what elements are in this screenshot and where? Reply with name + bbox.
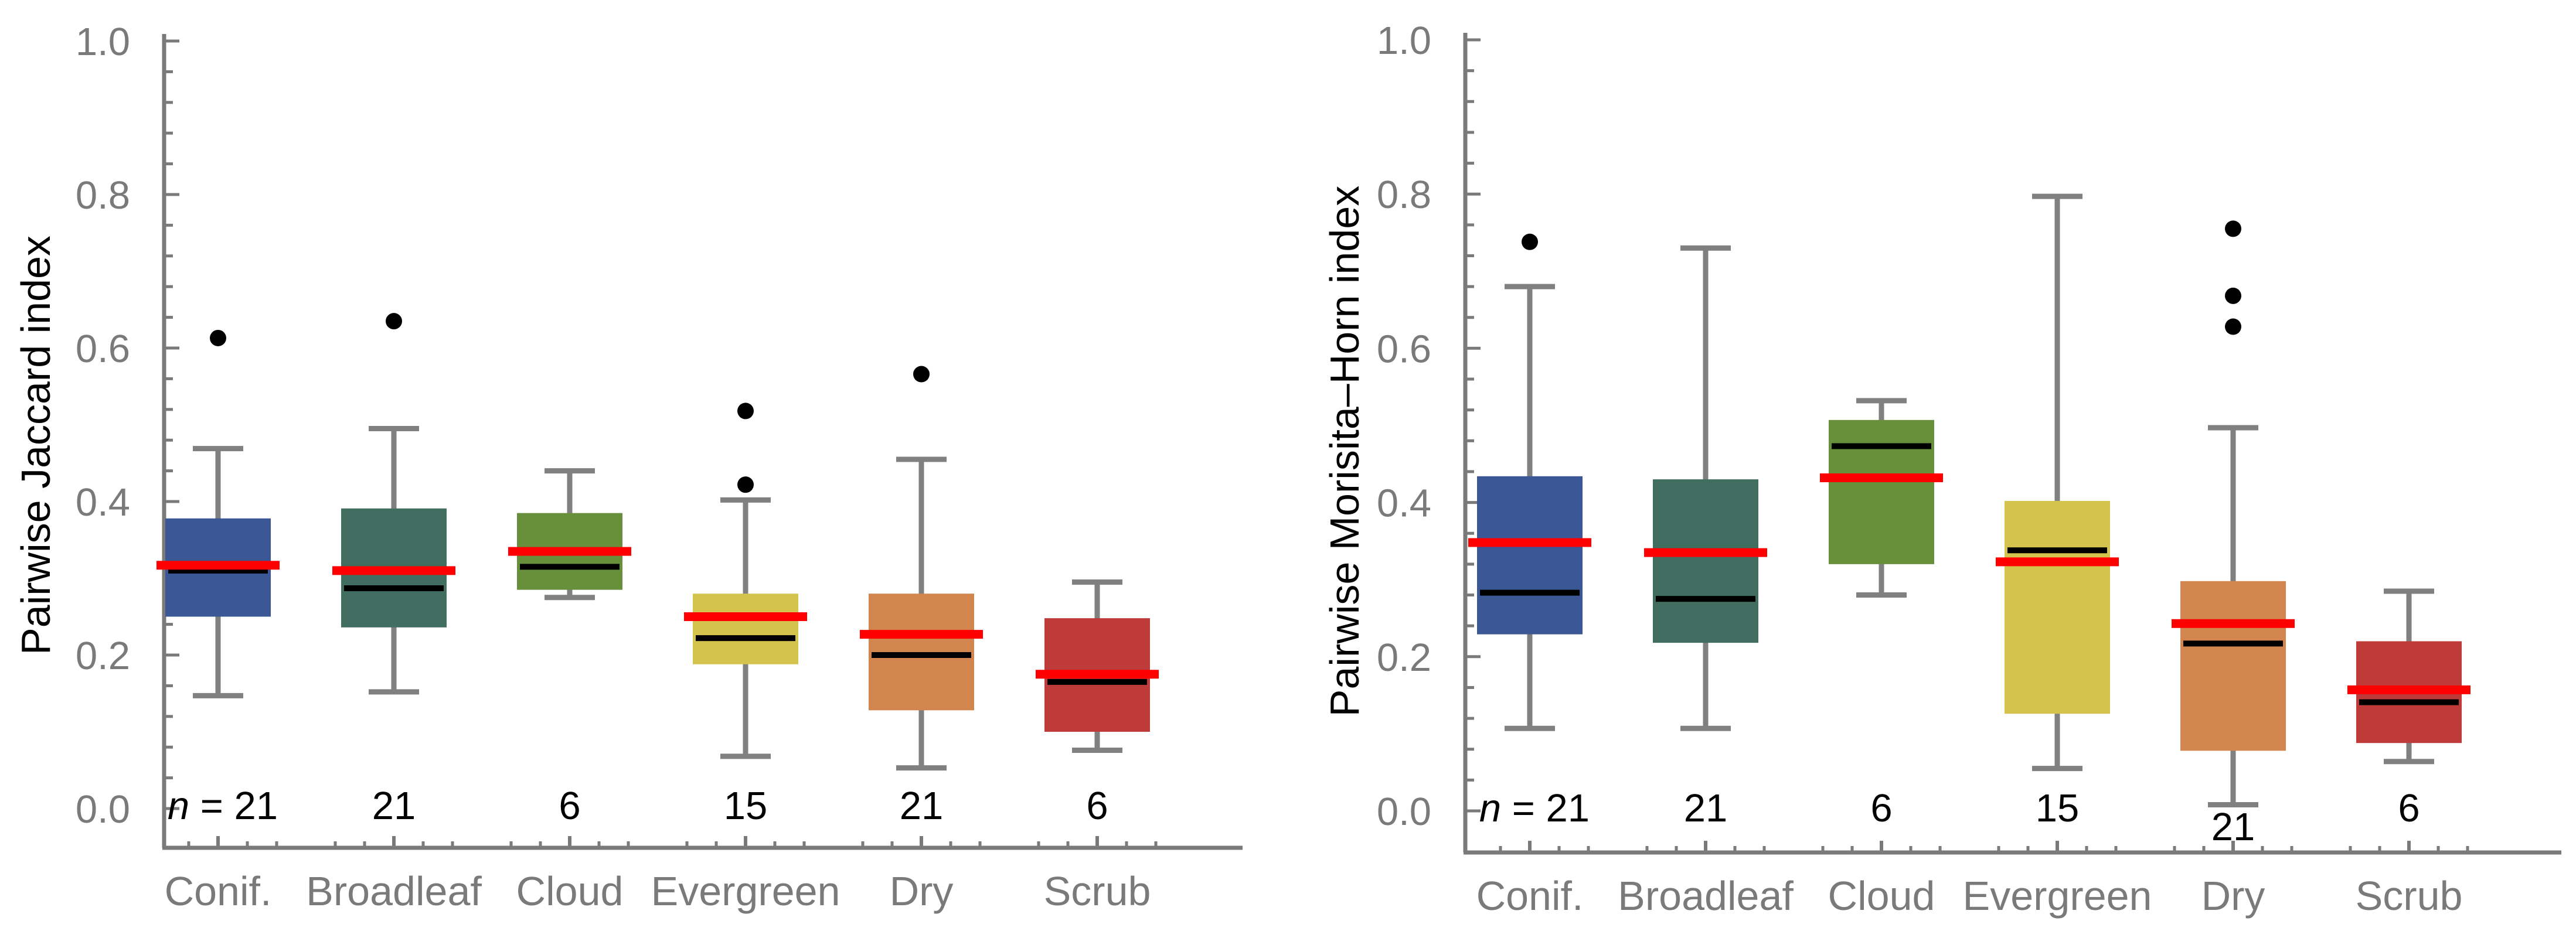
iqr-box (869, 594, 974, 711)
iqr-box (693, 594, 798, 664)
outlier-point (1522, 233, 1538, 250)
sample-size-label: n = 21 (1479, 786, 1590, 830)
box-conif (1468, 233, 1591, 731)
x-category-label: Broadleaf (1618, 873, 1794, 919)
iqr-box (1477, 476, 1583, 635)
y-tick-label: 1.0 (1377, 19, 1431, 63)
y-tick-label: 0.4 (76, 480, 130, 524)
box-evergreen (1996, 193, 2119, 772)
morisita-horn-chart: 0.0 0.2 0.4 0.6 0.8 1.0 Pairwise Morisita–Horn… (1322, 19, 2561, 919)
y-axis-title: Pairwise Jaccard index (13, 236, 59, 655)
iqr-box (2005, 500, 2110, 714)
y-tick-label: 0.0 (1377, 790, 1431, 834)
sample-size-label: 6 (1870, 786, 1892, 830)
n-value: = 21 (200, 784, 278, 828)
y-tick-label: 0.8 (1377, 173, 1431, 217)
y-tick-label: 0.6 (1377, 327, 1431, 371)
outlier-point (386, 313, 402, 330)
y-tick-label: 0.2 (1377, 636, 1431, 680)
x-category-label: Conif. (1476, 873, 1584, 919)
box-scrub (2347, 588, 2470, 765)
box-cloud (1820, 398, 1943, 598)
y-tick-label: 0.6 (76, 327, 130, 371)
jaccard-chart: 0.0 0.2 0.4 0.6 0.8 1.0 Pairwise Jaccard index… (13, 20, 1243, 914)
x-category-label: Cloud (1828, 873, 1935, 919)
x-category-label: Evergreen (1963, 873, 2152, 919)
sample-size-label: 21 (372, 784, 416, 828)
box-broadleaf (332, 313, 455, 695)
sample-size-label: 15 (2036, 786, 2080, 830)
x-category-label: Scrub (2356, 873, 2463, 919)
box-evergreen (684, 403, 807, 759)
y-tick-label: 0.0 (76, 787, 130, 831)
outlier-point (2225, 318, 2241, 335)
box-cloud (508, 468, 631, 601)
box-broadleaf (1644, 245, 1767, 731)
iqr-box (1829, 420, 1934, 564)
x-category-label: Cloud (516, 868, 624, 914)
n-value: = 21 (1512, 786, 1590, 830)
outlier-point (2225, 287, 2241, 304)
outlier-point (913, 366, 930, 383)
sample-size-label: 6 (559, 784, 580, 828)
outlier-point (737, 403, 754, 420)
box-conif (156, 329, 280, 698)
y-tick-label: 0.8 (76, 173, 130, 217)
box-dry (2172, 220, 2295, 807)
x-category-label: Conif. (165, 868, 272, 914)
x-category-label: Dry (890, 868, 954, 914)
y-tick-label: 1.0 (76, 20, 130, 64)
x-category-label: Scrub (1044, 868, 1151, 914)
outlier-point (737, 476, 754, 493)
outlier-point (210, 329, 226, 346)
sample-size-label: 6 (1086, 784, 1108, 828)
x-category-label: Dry (2201, 873, 2265, 919)
sample-size-label: 21 (900, 784, 944, 828)
n-symbol: n (1479, 786, 1512, 830)
sample-size-label: 15 (724, 784, 768, 828)
iqr-box (1653, 479, 1758, 643)
x-category-label: Evergreen (651, 868, 840, 914)
n-symbol: n (168, 784, 200, 828)
outlier-point (2225, 220, 2241, 237)
box-scrub (1036, 579, 1159, 753)
y-tick-label: 0.4 (1377, 482, 1431, 526)
y-axis-title: Pairwise Morisita–Horn index (1322, 186, 1367, 717)
iqr-box (2180, 581, 2286, 751)
sample-size-label: 21 (1684, 786, 1728, 830)
y-tick-label: 0.2 (76, 634, 130, 678)
sample-size-label: n = 21 (168, 784, 278, 828)
x-category-label: Broadleaf (306, 868, 482, 914)
box-dry (860, 366, 983, 771)
sample-size-label: 6 (2398, 786, 2420, 830)
